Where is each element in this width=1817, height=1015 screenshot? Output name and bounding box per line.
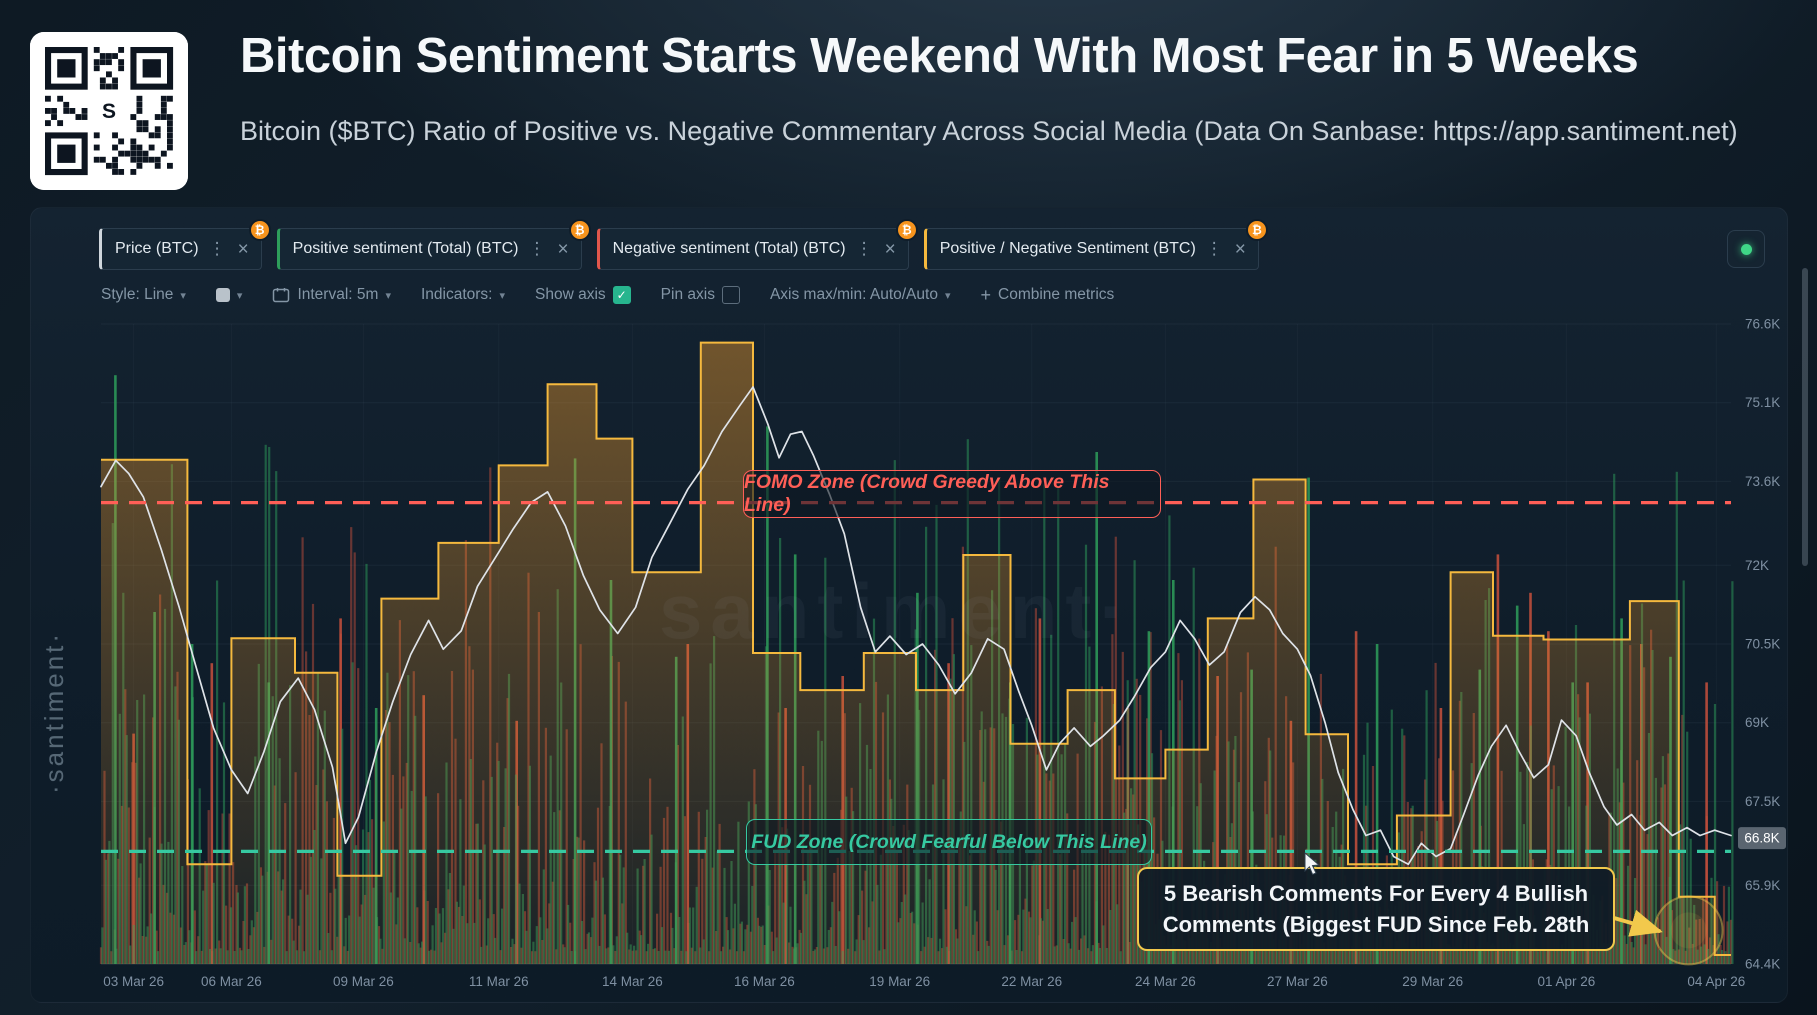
metric-tab-negative-sentiment[interactable]: Negative sentiment (Total) (BTC) ⋮ × ₿ <box>596 219 918 270</box>
metric-tab-positive-sentiment[interactable]: Positive sentiment (Total) (BTC) ⋮ × ₿ <box>276 219 591 270</box>
svg-text:64.4K: 64.4K <box>1745 957 1780 972</box>
svg-text:76.6K: 76.6K <box>1745 318 1780 332</box>
svg-text:70.5K: 70.5K <box>1745 637 1780 652</box>
bitcoin-badge-icon: ₿ <box>1245 219 1268 241</box>
svg-text:73.6K: 73.6K <box>1745 474 1780 489</box>
qr-code: S <box>30 32 188 190</box>
show-axis-toggle[interactable]: Show axis ✓ <box>535 286 631 304</box>
bitcoin-badge-icon: ₿ <box>568 219 591 241</box>
color-swatch-dropdown[interactable]: ▾ <box>215 288 243 302</box>
svg-text:04 Apr 26: 04 Apr 26 <box>1687 974 1745 989</box>
svg-text:11 Mar 26: 11 Mar 26 <box>469 974 529 989</box>
style-dropdown[interactable]: Style: Line ▾ <box>101 286 186 304</box>
interval-label: Interval: 5m <box>297 286 379 303</box>
svg-text:27 Mar 26: 27 Mar 26 <box>1267 974 1328 989</box>
svg-text:22 Mar 26: 22 Mar 26 <box>1001 974 1062 989</box>
svg-text:S: S <box>102 100 116 123</box>
close-icon[interactable]: × <box>884 238 896 260</box>
checkbox-unchecked-icon[interactable] <box>721 286 740 304</box>
indicators-dropdown[interactable]: Indicators: ▾ <box>421 286 505 304</box>
svg-text:69K: 69K <box>1745 715 1769 730</box>
svg-text:14 Mar 26: 14 Mar 26 <box>602 974 663 989</box>
metric-tab-label: Negative sentiment (Total) (BTC) <box>612 240 846 257</box>
kebab-menu-icon[interactable]: ⋮ <box>208 239 226 258</box>
calendar-icon <box>273 288 290 303</box>
fud-zone-label: FUD Zone (Crowd Fearful Below This Line) <box>746 819 1152 865</box>
chart-panel: Price (BTC) ⋮ × ₿ Positive sentiment (To… <box>30 207 1788 1003</box>
kebab-menu-icon[interactable]: ⋮ <box>855 239 873 258</box>
svg-text:72K: 72K <box>1745 558 1769 573</box>
page-subtitle: Bitcoin ($BTC) Ratio of Positive vs. Neg… <box>240 116 1738 146</box>
axis-maxmin-label: Axis max/min: Auto/Auto <box>769 286 938 303</box>
svg-text:03 Mar 26: 03 Mar 26 <box>103 974 164 989</box>
show-axis-label: Show axis <box>535 286 606 303</box>
kebab-menu-icon[interactable]: ⋮ <box>528 239 546 258</box>
combine-metrics-button[interactable]: + Combine metrics <box>980 286 1114 304</box>
bitcoin-badge-icon: ₿ <box>248 219 271 241</box>
metric-tabs: Price (BTC) ⋮ × ₿ Positive sentiment (To… <box>99 219 1707 270</box>
svg-text:01 Apr 26: 01 Apr 26 <box>1537 974 1595 989</box>
svg-text:09 Mar 26: 09 Mar 26 <box>333 974 394 989</box>
indicators-label: Indicators: <box>420 286 493 303</box>
metric-tab-label: Positive / Negative Sentiment (BTC) <box>939 240 1196 257</box>
svg-text:66.8K: 66.8K <box>1744 831 1779 846</box>
chart-canvas[interactable]: 76.6K 75.1K 73.6K 72K 70.5K 69K 67.5K 65.9K 64.4… <box>31 318 1789 1004</box>
svg-text:19 Mar 26: 19 Mar 26 <box>869 974 930 989</box>
chevron-down-icon: ▾ <box>180 289 186 302</box>
plus-icon: + <box>980 285 991 305</box>
style-label: Style: Line <box>101 286 174 303</box>
svg-text:06 Mar 26: 06 Mar 26 <box>201 974 262 989</box>
close-icon[interactable]: × <box>237 238 249 260</box>
metric-tab-label: Positive sentiment (Total) (BTC) <box>292 240 519 257</box>
color-swatch-icon <box>215 288 230 302</box>
svg-text:65.9K: 65.9K <box>1745 878 1780 893</box>
bitcoin-badge-icon: ₿ <box>895 219 918 241</box>
metric-tab-label: Price (BTC) <box>115 240 199 257</box>
page-title: Bitcoin Sentiment Starts Weekend With Mo… <box>240 29 1639 83</box>
svg-text:75.1K: 75.1K <box>1745 395 1780 410</box>
svg-text:24 Mar 26: 24 Mar 26 <box>1135 974 1196 989</box>
chevron-down-icon: ▾ <box>236 289 243 302</box>
svg-text:29 Mar 26: 29 Mar 26 <box>1402 974 1463 989</box>
chevron-down-icon: ▾ <box>385 289 391 302</box>
fomo-zone-label: FOMO Zone (Crowd Greedy Above This Line) <box>743 470 1161 518</box>
close-icon[interactable]: × <box>1234 238 1246 260</box>
svg-text:67.5K: 67.5K <box>1745 794 1780 809</box>
live-status-button[interactable] <box>1727 230 1765 268</box>
combine-metrics-label: Combine metrics <box>998 286 1115 303</box>
chevron-down-icon: ▾ <box>499 289 506 302</box>
close-icon[interactable]: × <box>557 238 569 260</box>
annotation-line1: 5 Bearish Comments For Every 4 Bullish <box>1163 881 1589 906</box>
live-dot-icon <box>1740 243 1752 255</box>
metric-tab-price[interactable]: Price (BTC) ⋮ × ₿ <box>99 219 271 270</box>
qr-code-icon: S <box>30 32 188 190</box>
annotation-callout: 5 Bearish Comments For Every 4 Bullish C… <box>1137 867 1615 951</box>
pin-axis-toggle[interactable]: Pin axis <box>661 286 740 304</box>
svg-text:16 Mar 26: 16 Mar 26 <box>734 974 795 989</box>
chart-toolbar: Style: Line ▾ ▾ Interval: 5m ▾ Indicator… <box>101 286 1114 304</box>
scrollbar[interactable] <box>1802 268 1808 566</box>
axis-maxmin-dropdown[interactable]: Axis max/min: Auto/Auto ▾ <box>770 286 951 304</box>
metric-tab-pos-neg-ratio[interactable]: Positive / Negative Sentiment (BTC) ⋮ × … <box>923 219 1268 270</box>
chevron-down-icon: ▾ <box>944 289 951 302</box>
interval-dropdown[interactable]: Interval: 5m ▾ <box>272 286 391 304</box>
kebab-menu-icon[interactable]: ⋮ <box>1205 239 1223 258</box>
annotation-line2: Comments (Biggest FUD Since Feb. 28th <box>1162 912 1590 937</box>
chart-area[interactable]: 76.6K 75.1K 73.6K 72K 70.5K 69K 67.5K 65.9K 64.4… <box>31 318 1789 1004</box>
pin-axis-label: Pin axis <box>660 286 715 303</box>
checkbox-checked-icon[interactable]: ✓ <box>612 286 631 304</box>
